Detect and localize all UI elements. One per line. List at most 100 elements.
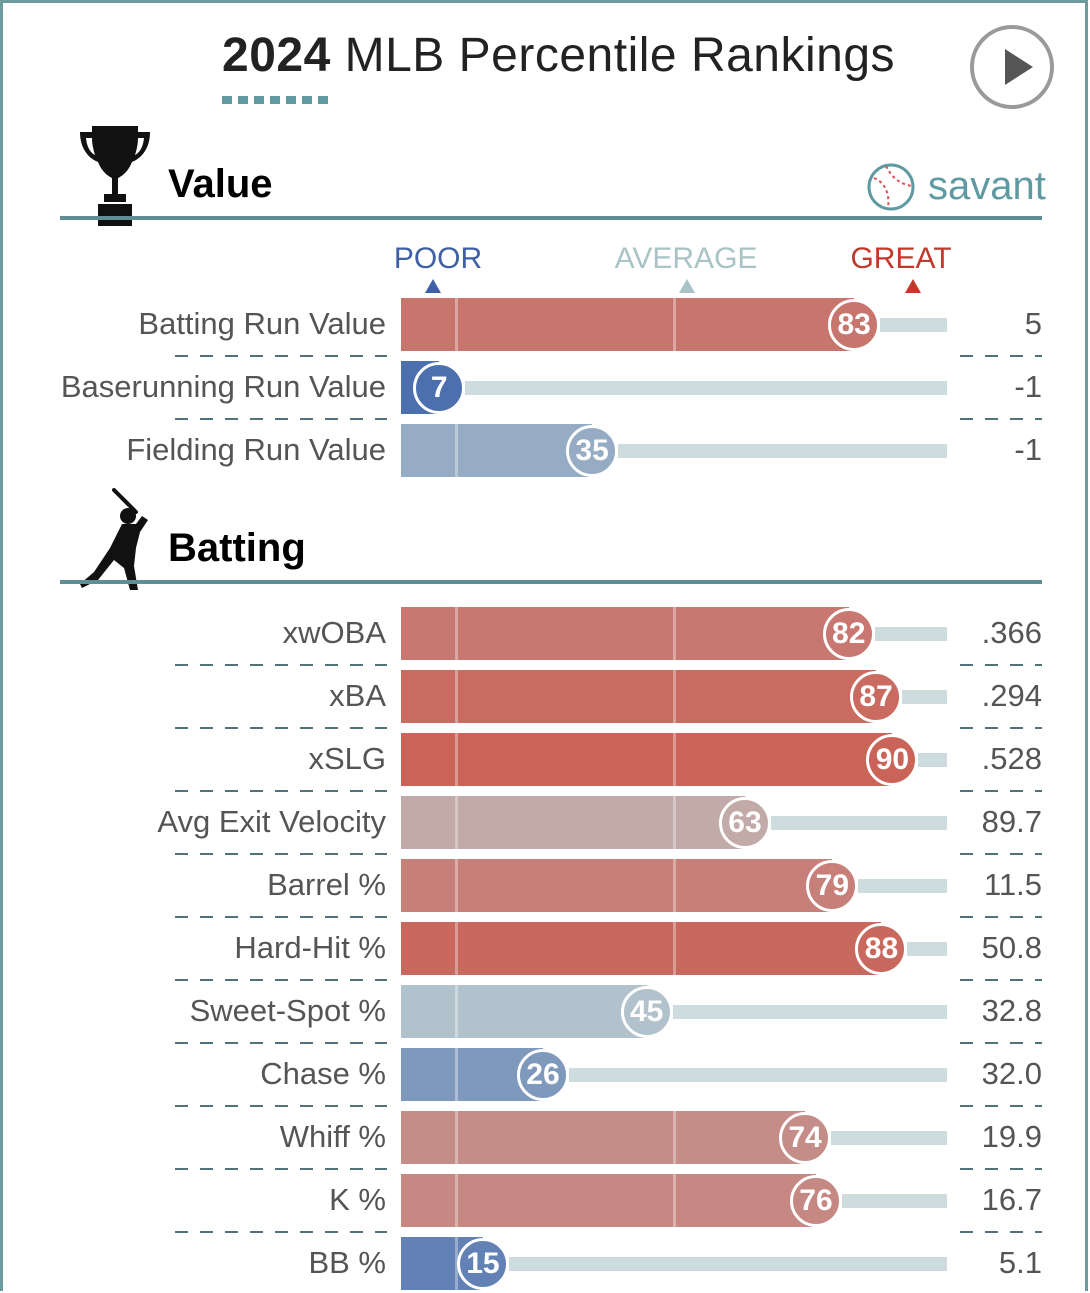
section-rule-value	[60, 216, 1042, 220]
percentile-badge[interactable]: 26	[516, 1049, 569, 1101]
percentile-badge[interactable]: 76	[789, 1175, 842, 1227]
metric-row: xwOBA 82 .366	[0, 607, 1090, 666]
percentile-badge[interactable]: 15	[456, 1238, 509, 1290]
metric-value: 89.7	[981, 804, 1042, 839]
row-divider	[960, 355, 1042, 357]
percentile-bar	[401, 424, 593, 477]
metric-label: Avg Exit Velocity	[157, 804, 386, 839]
percentile-track	[841, 1194, 947, 1208]
reference-tick	[673, 733, 676, 786]
metric-label: Hard-Hit %	[234, 930, 386, 965]
percentile-badge[interactable]: 88	[855, 923, 908, 975]
percentile-bar	[401, 733, 893, 786]
reference-tick	[673, 796, 676, 849]
percentile-track	[831, 1131, 947, 1145]
percentile-badge[interactable]: 7	[413, 362, 466, 414]
row-divider	[960, 790, 1042, 792]
percentile-badge[interactable]: 63	[718, 797, 771, 849]
row-divider	[960, 916, 1042, 918]
reference-tick	[454, 1111, 458, 1164]
reference-tick	[454, 985, 458, 1038]
row-divider	[960, 418, 1042, 420]
row-divider	[960, 1231, 1042, 1233]
row-divider	[175, 1231, 387, 1233]
frame-top	[0, 0, 1088, 3]
page-title: 2024 MLB Percentile Rankings	[222, 28, 895, 83]
percentile-track	[672, 1005, 947, 1019]
batter-icon	[80, 488, 148, 590]
row-divider	[175, 418, 387, 420]
title-underline	[222, 96, 334, 104]
percentile-bar	[401, 1111, 806, 1164]
metric-value: 19.9	[981, 1119, 1042, 1154]
metric-row: BB % 15 5.1	[0, 1237, 1090, 1293]
row-divider	[960, 1105, 1042, 1107]
scale-label-great: GREAT	[850, 242, 952, 275]
reference-tick	[454, 1174, 458, 1227]
metric-label: BB %	[308, 1245, 386, 1280]
reference-tick	[454, 670, 458, 723]
savant-brand[interactable]: savant	[928, 164, 1046, 208]
metric-value: 50.8	[981, 930, 1042, 965]
percentile-badge[interactable]: 79	[806, 860, 859, 912]
section-title-batting: Batting	[168, 526, 306, 570]
reference-tick	[673, 1111, 676, 1164]
row-divider	[960, 727, 1042, 729]
metric-value: .294	[981, 678, 1042, 713]
metric-value: .528	[981, 741, 1042, 776]
metric-row: Fielding Run Value 35 -1	[0, 424, 1090, 480]
percentile-track	[880, 318, 947, 332]
row-divider	[960, 664, 1042, 666]
percentile-track	[874, 627, 947, 641]
metric-row: Barrel % 79 11.5	[0, 859, 1090, 918]
reference-tick	[454, 1237, 458, 1290]
percentile-badge[interactable]: 74	[779, 1112, 832, 1164]
frame-left	[0, 0, 3, 1291]
percentile-bar	[401, 607, 849, 660]
percentile-badge[interactable]: 87	[850, 671, 903, 723]
scale-label-poor: POOR	[393, 242, 483, 275]
section-title-value: Value	[168, 162, 273, 206]
metric-label: Batting Run Value	[138, 306, 386, 341]
percentile-bar	[401, 670, 877, 723]
row-divider	[960, 853, 1042, 855]
reference-tick	[673, 922, 676, 975]
percentile-bar	[401, 1174, 816, 1227]
metric-value: 11.5	[983, 867, 1042, 902]
row-divider	[175, 1042, 387, 1044]
title-text: MLB Percentile Rankings	[344, 29, 896, 82]
percentile-badge[interactable]: 35	[566, 425, 619, 477]
percentile-badge[interactable]: 82	[822, 608, 875, 660]
great-arrow-icon	[905, 279, 921, 293]
play-icon[interactable]	[970, 25, 1054, 109]
metric-value: 5.1	[998, 1245, 1042, 1280]
metric-value: 5	[1024, 306, 1042, 341]
section-rule-batting	[60, 580, 1042, 584]
metric-label: xSLG	[308, 741, 386, 776]
metric-value: 32.8	[981, 993, 1042, 1028]
metric-value: -1	[1014, 369, 1042, 404]
metric-value: -1	[1014, 432, 1042, 467]
row-divider	[175, 916, 387, 918]
frame-right	[1085, 0, 1088, 1291]
row-divider	[175, 1168, 387, 1170]
scale-label-average: AVERAGE	[614, 242, 758, 275]
average-arrow-icon	[679, 279, 695, 293]
metric-row: Baserunning Run Value 7 -1	[0, 361, 1090, 420]
percentile-badge[interactable]: 83	[828, 299, 881, 351]
percentile-track	[508, 1257, 947, 1271]
row-divider	[175, 853, 387, 855]
percentile-badge[interactable]: 45	[620, 986, 673, 1038]
percentile-bar	[401, 985, 647, 1038]
percentile-track	[907, 942, 947, 956]
reference-tick	[454, 922, 458, 975]
reference-tick	[454, 733, 458, 786]
metric-value: 16.7	[981, 1182, 1042, 1217]
reference-tick	[673, 298, 676, 351]
percentile-track	[770, 816, 947, 830]
percentile-track	[465, 381, 947, 395]
reference-tick	[673, 607, 676, 660]
metric-label: Barrel %	[267, 867, 386, 902]
percentile-badge[interactable]: 90	[866, 734, 919, 786]
metric-label: xwOBA	[282, 615, 386, 650]
